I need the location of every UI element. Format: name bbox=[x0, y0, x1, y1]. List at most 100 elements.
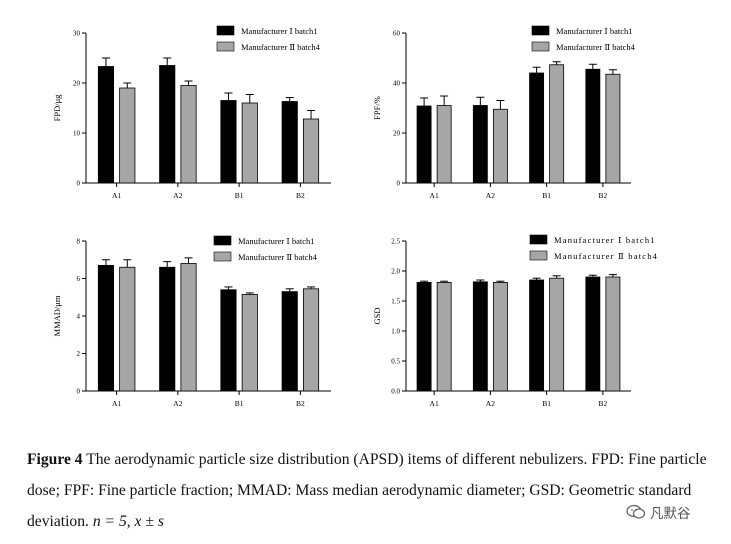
legend: Manufacturer Ⅰ batch1 Manufacturer Ⅱ batc… bbox=[529, 234, 658, 261]
x-tick-label: B1 bbox=[542, 191, 551, 200]
bar-manufacturer1 bbox=[529, 279, 545, 392]
x-tick-label: B1 bbox=[235, 191, 244, 200]
x-tick-label: B2 bbox=[598, 191, 607, 200]
legend-label: Manufacturer Ⅰ batch1 bbox=[241, 26, 318, 36]
bar-manufacturer1 bbox=[159, 65, 176, 184]
y-tick-label: 1.0 bbox=[391, 328, 400, 336]
bar-manufacturer2 bbox=[436, 105, 452, 184]
bar-manufacturer1 bbox=[585, 68, 601, 184]
y-tick-label: 0 bbox=[77, 388, 81, 396]
y-axis-label: FPD/μg bbox=[52, 94, 62, 122]
bar-manufacturer1 bbox=[159, 266, 176, 392]
bar-manufacturer1 bbox=[281, 101, 298, 184]
y-tick-label: 60 bbox=[393, 30, 401, 38]
bar-manufacturer1 bbox=[472, 105, 488, 184]
y-tick-label: 0.0 bbox=[391, 388, 400, 396]
x-tick-label: A1 bbox=[430, 399, 439, 408]
x-tick-label: B1 bbox=[542, 399, 551, 408]
bar-manufacturer1 bbox=[220, 289, 237, 392]
x-tick-label: A2 bbox=[486, 191, 495, 200]
bar-manufacturer2 bbox=[241, 294, 258, 392]
x-tick-label: B2 bbox=[598, 399, 607, 408]
bar-manufacturer2 bbox=[436, 281, 452, 392]
x-tick-label: A1 bbox=[112, 399, 121, 408]
legend-swatch bbox=[531, 41, 550, 52]
y-tick-label: 6 bbox=[77, 275, 81, 283]
x-tick-label: A1 bbox=[430, 191, 439, 200]
bar-manufacturer2 bbox=[180, 85, 197, 184]
y-tick-label: 20 bbox=[73, 80, 81, 88]
caption-stats: n = 5, x ± s bbox=[92, 513, 164, 530]
bar-manufacturer2 bbox=[119, 87, 136, 184]
bar-manufacturer1 bbox=[416, 105, 432, 184]
y-tick-label: 2.5 bbox=[391, 238, 400, 246]
bar-manufacturer2 bbox=[302, 288, 320, 392]
bar-manufacturer1 bbox=[472, 281, 488, 392]
y-tick-label: 0.5 bbox=[391, 358, 400, 366]
y-axis-label: GSD bbox=[372, 307, 382, 324]
x-tick-label: A2 bbox=[173, 191, 182, 200]
y-tick-label: 0 bbox=[397, 180, 401, 188]
chart-gsd: 0.0 0.5 1.0 1.5 2.0 2.5 GSD A1 A2 B1 B2 Manufacture… bbox=[372, 234, 658, 408]
y-tick-label: 30 bbox=[73, 30, 81, 38]
x-tick-label: A2 bbox=[173, 399, 182, 408]
bar-manufacturer1 bbox=[529, 72, 545, 184]
legend-swatch bbox=[529, 234, 548, 245]
x-tick-label: A2 bbox=[486, 399, 495, 408]
bar-manufacturer2 bbox=[492, 108, 508, 184]
y-tick-label: 4 bbox=[77, 313, 81, 321]
bar-manufacturer2 bbox=[605, 276, 621, 392]
legend-label: Manufacturer Ⅰ batch1 bbox=[556, 26, 633, 36]
chart-fpd: 0 10 20 30 FPD/μg A1 A2 B1 B2 Manufacturer Ⅰ batc… bbox=[52, 25, 331, 200]
figure-caption: Figure 4 The aerodynamic particle size d… bbox=[27, 444, 707, 537]
legend-label: Manufacturer Ⅱ batch4 bbox=[556, 42, 636, 52]
y-axis-label: MMAD/μm bbox=[52, 295, 62, 336]
watermark: 凡默谷 bbox=[626, 500, 691, 524]
bar-manufacturer1 bbox=[416, 281, 432, 392]
x-tick-label: B2 bbox=[296, 399, 305, 408]
bar-manufacturer1 bbox=[97, 66, 115, 184]
bar-manufacturer1 bbox=[281, 291, 298, 392]
legend-label: Manufacturer Ⅰ batch1 bbox=[238, 236, 315, 246]
bar-manufacturer2 bbox=[180, 263, 197, 392]
caption-label: Figure 4 bbox=[27, 451, 83, 468]
x-tick-label: B1 bbox=[235, 399, 244, 408]
chat-bubble-icon bbox=[626, 504, 646, 519]
legend-swatch bbox=[216, 41, 235, 52]
chart-fpf: 0 20 40 60 FPF/% A1 A2 B1 B2 Manufacturer Ⅰ batch… bbox=[372, 25, 636, 200]
bar-manufacturer1 bbox=[220, 100, 237, 184]
x-tick-label: B2 bbox=[296, 191, 305, 200]
bar-manufacturer2 bbox=[302, 118, 320, 184]
y-tick-label: 10 bbox=[73, 130, 81, 138]
y-tick-label: 40 bbox=[393, 80, 401, 88]
watermark-text: 凡默谷 bbox=[650, 506, 691, 522]
legend-swatch bbox=[529, 250, 548, 261]
legend: Manufacturer Ⅰ batch1 Manufacturer Ⅱ batc… bbox=[531, 25, 636, 52]
caption-text: The aerodynamic particle size distributi… bbox=[27, 451, 707, 530]
bar-manufacturer1 bbox=[585, 276, 601, 392]
chart-mmad: 0 2 4 6 8 MMAD/μm A1 A2 B1 B2 Manufacturer Ⅰ batch… bbox=[52, 235, 331, 408]
x-tick-label: A1 bbox=[112, 191, 121, 200]
legend-swatch bbox=[213, 235, 232, 246]
y-tick-label: 8 bbox=[77, 238, 81, 246]
y-tick-label: 0 bbox=[77, 180, 81, 188]
y-axis-label: FPF/% bbox=[372, 96, 382, 120]
y-tick-label: 1.5 bbox=[391, 298, 400, 306]
y-tick-label: 2.0 bbox=[391, 268, 400, 276]
bar-manufacturer2 bbox=[241, 102, 258, 184]
legend-label: Manufacturer Ⅱ batch4 bbox=[554, 251, 658, 261]
y-tick-label: 2 bbox=[77, 350, 81, 358]
bar-manufacturer2 bbox=[549, 277, 565, 392]
legend-label: Manufacturer Ⅱ batch4 bbox=[238, 252, 318, 262]
bar-manufacturer1 bbox=[97, 264, 115, 392]
bar-manufacturer2 bbox=[549, 64, 565, 184]
legend: Manufacturer Ⅰ batch1 Manufacturer Ⅱ batc… bbox=[216, 25, 321, 52]
bar-manufacturer2 bbox=[605, 73, 621, 184]
legend-label: Manufacturer Ⅱ batch4 bbox=[241, 42, 321, 52]
legend-swatch bbox=[213, 251, 232, 262]
legend: Manufacturer Ⅰ batch1 Manufacturer Ⅱ batc… bbox=[213, 235, 318, 262]
y-tick-label: 20 bbox=[393, 130, 401, 138]
legend-swatch bbox=[531, 25, 550, 36]
legend-swatch bbox=[216, 25, 235, 36]
